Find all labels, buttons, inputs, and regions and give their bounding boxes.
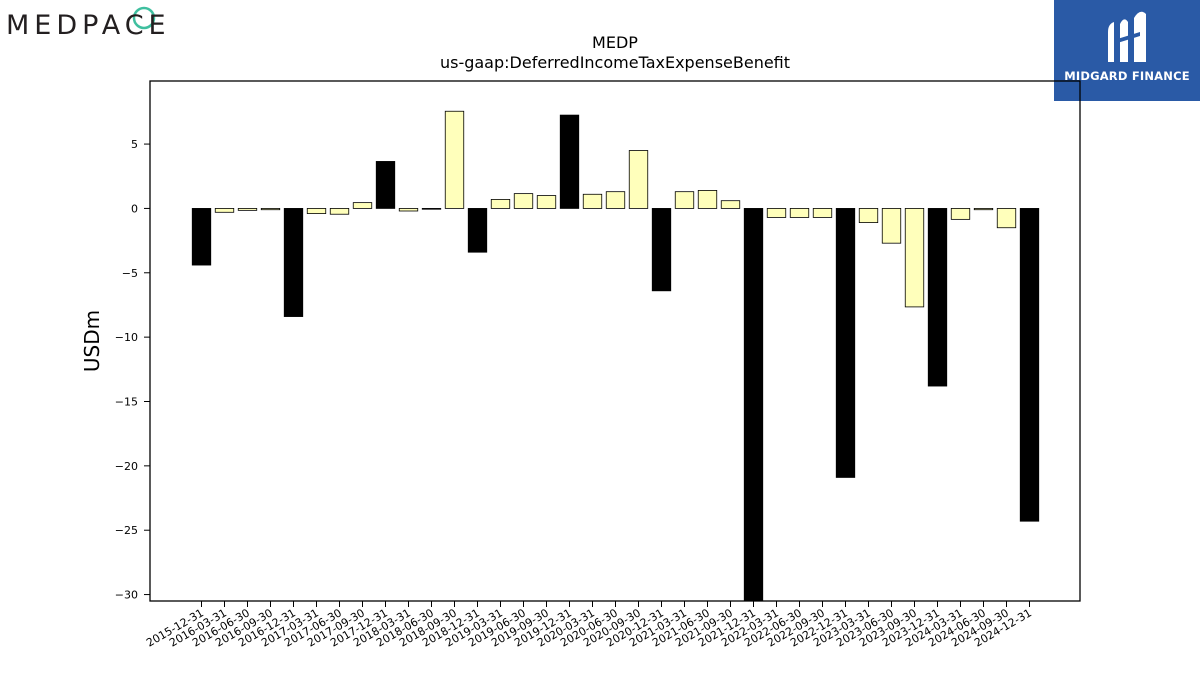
bar-2017-06-30 — [329, 208, 350, 215]
midgard-finance-logo-mark-icon — [1108, 11, 1146, 62]
bar-2024-12-31 — [1019, 208, 1040, 522]
bar-2022-03-31 — [766, 208, 787, 218]
bar-2021-09-30 — [720, 200, 741, 209]
chart-title: MEDP — [592, 33, 638, 52]
bar-2020-09-30 — [628, 150, 649, 209]
y-tick-label: −5 — [122, 267, 138, 280]
bar-2022-09-30 — [812, 208, 833, 218]
bar-2022-12-31 — [835, 208, 856, 478]
bar-2021-06-30 — [697, 190, 718, 209]
bar-2021-12-31 — [743, 208, 764, 602]
bar-2024-09-30 — [996, 208, 1017, 229]
midgard-finance-logo: MIDGARD FINANCE — [1054, 0, 1200, 101]
medpace-logo-text: MEDPACE — [6, 10, 171, 41]
y-axis: 5 0 −5 −10 −15 −20 −25 −30 — [115, 138, 150, 602]
y-tick-label: 5 — [131, 138, 138, 151]
bar-2023-03-31 — [858, 208, 879, 223]
bar-2017-03-31 — [306, 208, 327, 214]
midgard-finance-logo-text: MIDGARD FINANCE — [1064, 69, 1190, 83]
y-tick-label: −25 — [115, 524, 138, 537]
bar-2021-03-31 — [674, 191, 695, 209]
bar-2023-09-30 — [904, 208, 925, 308]
y-tick-label: −15 — [115, 395, 138, 408]
bar-2023-12-31 — [927, 208, 948, 387]
bar-2015-12-31 — [191, 208, 212, 266]
bar-2018-09-30 — [444, 110, 465, 209]
chart-subtitle: us-gaap:DeferredIncomeTaxExpenseBenefit — [440, 53, 790, 72]
bars-group — [191, 110, 1040, 602]
x-axis: 2015-12-312016-03-312016-06-302016-09-30… — [144, 601, 1034, 650]
y-tick-label: −30 — [115, 589, 138, 602]
bar-2024-03-31 — [950, 208, 971, 220]
bar-2022-06-30 — [789, 208, 810, 218]
bar-2016-12-31 — [283, 208, 304, 317]
bar-2016-03-31 — [214, 208, 235, 213]
medpace-logo: MEDPACE — [6, 6, 171, 41]
bar-2019-06-30 — [513, 193, 534, 209]
bar-2019-12-31 — [559, 114, 580, 209]
y-tick-label: −10 — [115, 331, 138, 344]
bar-2017-09-30 — [352, 202, 373, 209]
y-tick-label: 0 — [131, 202, 138, 215]
bar-2019-03-31 — [490, 199, 511, 209]
bar-2018-12-31 — [467, 208, 488, 253]
y-axis-label: USDm — [80, 310, 104, 372]
bar-2018-03-31 — [398, 208, 419, 212]
medpace-logo-ring-icon — [132, 6, 156, 30]
plot-frame — [149, 80, 1081, 602]
bar-2020-12-31 — [651, 208, 672, 292]
bar-2019-09-30 — [536, 195, 557, 209]
bar-2018-06-30 — [421, 208, 442, 210]
bar-2016-09-30 — [260, 208, 281, 211]
bar-2016-06-30 — [237, 208, 258, 211]
bar-2017-12-31 — [375, 161, 396, 209]
bar-2024-06-30 — [973, 208, 994, 211]
y-tick-label: −20 — [115, 460, 138, 473]
bar-2020-03-31 — [582, 193, 603, 209]
bar-2023-06-30 — [881, 208, 902, 244]
bar-2020-06-30 — [605, 191, 626, 209]
